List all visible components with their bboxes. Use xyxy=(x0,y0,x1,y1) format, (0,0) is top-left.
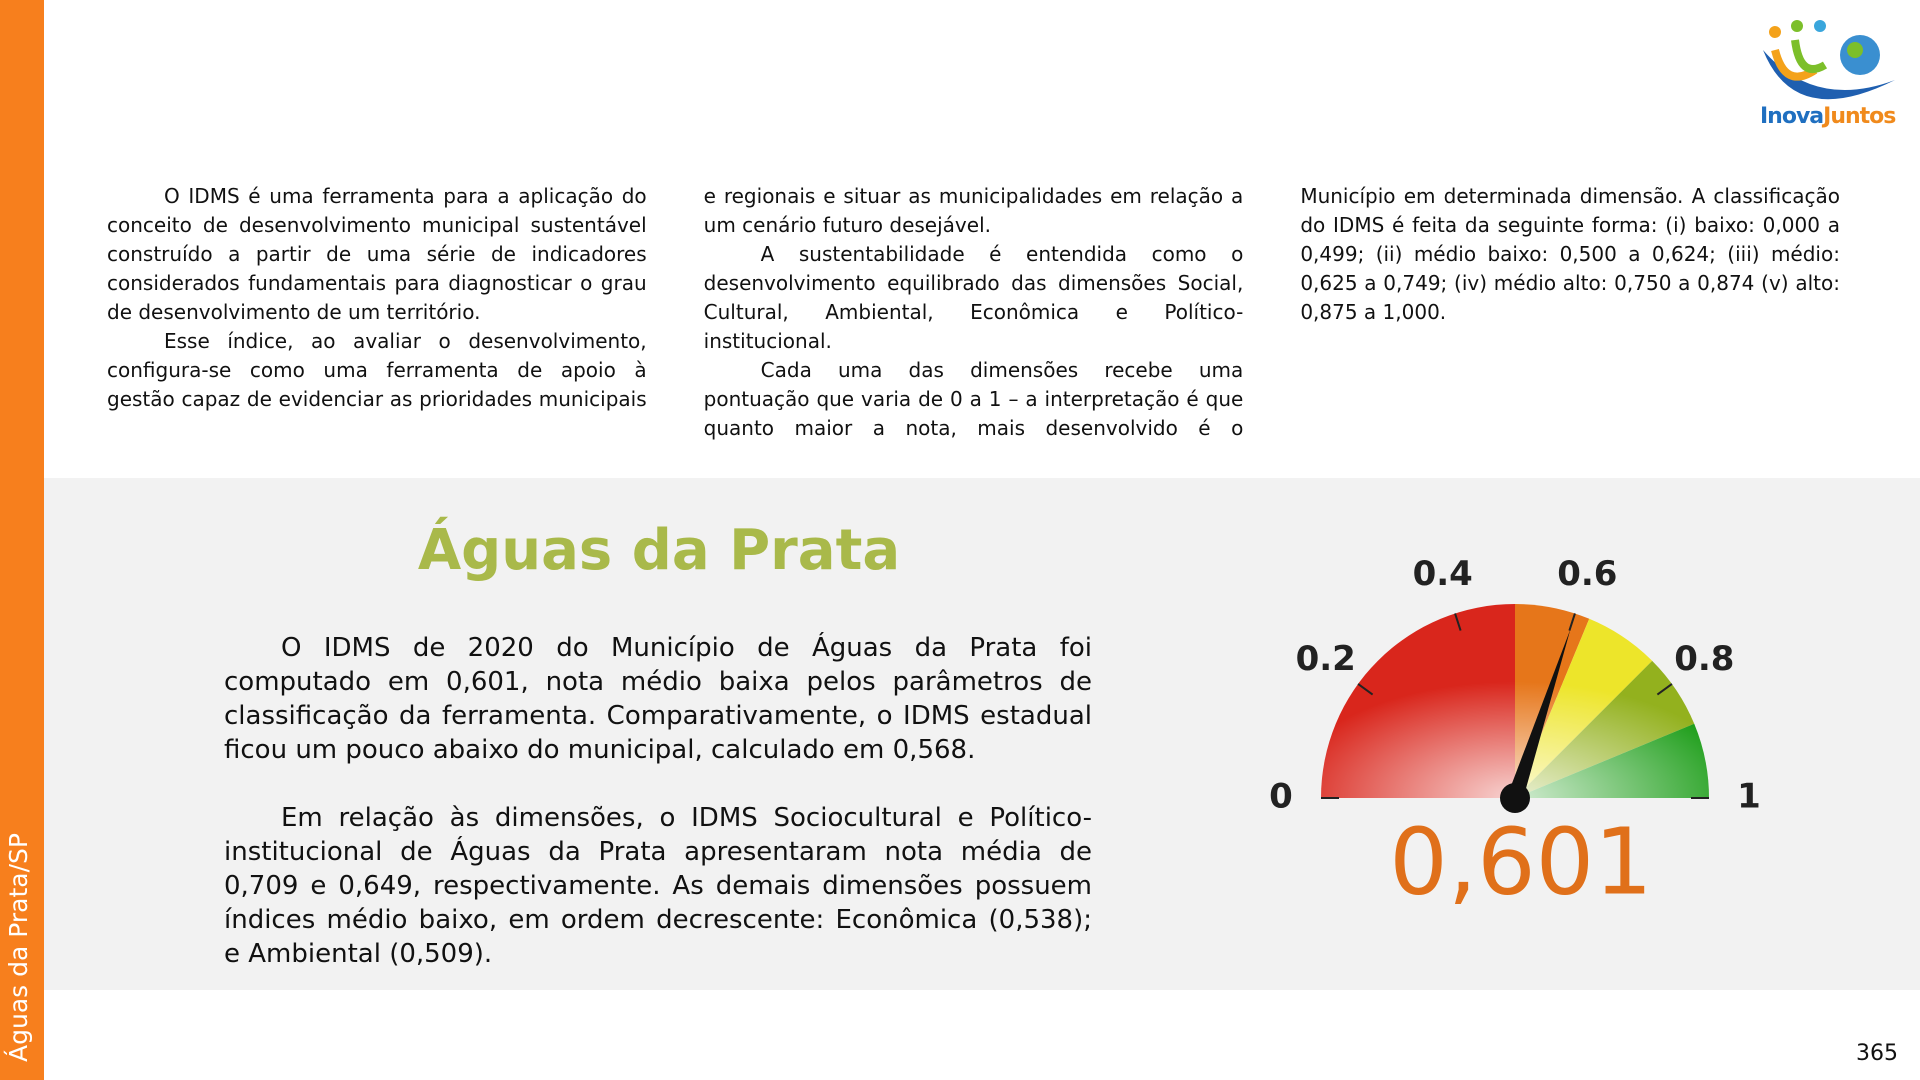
tick-mark xyxy=(1656,683,1673,696)
needle xyxy=(1507,628,1571,801)
tick-label: 0.2 xyxy=(1296,639,1356,679)
value-label: 0,601 xyxy=(1389,808,1652,915)
paragraph: Esse índice, ao avaliar o desenvolviment… xyxy=(107,184,1244,411)
tick-mark xyxy=(1357,683,1374,696)
logo-graphic xyxy=(1763,20,1895,100)
section-title: Águas da Prata xyxy=(417,518,901,583)
tick-label: 0.8 xyxy=(1674,639,1734,679)
gauge-glow xyxy=(1321,604,1709,798)
needle-hub xyxy=(1500,783,1530,813)
paragraph: Cada uma das dimensões recebe uma pontua… xyxy=(703,184,1840,440)
tick-mark xyxy=(1568,613,1576,631)
section-text: O IDMS de 2020 do Município de Águas da … xyxy=(224,631,1092,971)
paragraph: O IDMS é uma ferramenta para a aplicação… xyxy=(107,184,647,324)
tick-mark xyxy=(1454,613,1462,631)
gauge: 0 0.2 0.4 0.6 0.8 1 0,601 xyxy=(1269,554,1761,915)
paragraph: O IDMS de 2020 do Município de Águas da … xyxy=(224,633,1092,765)
tick-label: 0.4 xyxy=(1413,554,1473,594)
paragraph: A sustentabilidade é entendida como o de… xyxy=(703,242,1244,353)
tick-label: 1 xyxy=(1737,777,1761,817)
sidebar-text: Águas da Prata/SP xyxy=(4,833,33,1062)
sidebar: Águas da Prata/SP xyxy=(0,0,44,1080)
logo-part: Inova xyxy=(1760,104,1824,129)
logo-text: InovaJuntos xyxy=(1760,104,1896,129)
logo-part: Juntos xyxy=(1823,104,1896,129)
tick-label: 0 xyxy=(1269,777,1293,817)
page-number: 365 xyxy=(1856,1041,1898,1066)
intro-columns: O IDMS é uma ferramenta para a aplicação… xyxy=(107,182,1840,457)
tick-label: 0.6 xyxy=(1557,554,1617,594)
paragraph: Em relação às dimensões, o IDMS Sociocul… xyxy=(224,803,1092,969)
